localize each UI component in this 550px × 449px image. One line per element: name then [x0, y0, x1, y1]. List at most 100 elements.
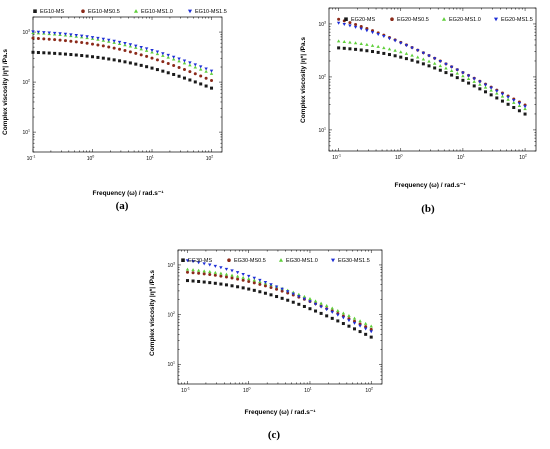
data-point	[269, 283, 273, 287]
data-point	[280, 287, 284, 291]
data-point	[185, 267, 190, 271]
data-point	[364, 325, 368, 329]
data-point	[145, 54, 149, 58]
data-point	[478, 80, 482, 84]
data-point	[427, 54, 431, 58]
data-point	[319, 311, 323, 315]
chart-panel-c: 10-1 100 101 102 101 102 103 Frequency (ω) / ra…	[149, 249, 383, 441]
data-point	[208, 273, 212, 277]
data-point	[69, 39, 73, 43]
y-axis-title: Complex viscosity |η*| /Pa.s	[2, 49, 9, 135]
data-point	[36, 36, 40, 40]
data-point	[387, 53, 391, 57]
data-point	[348, 47, 352, 51]
data-point	[182, 59, 187, 63]
data-point	[58, 52, 62, 56]
data-point	[191, 271, 195, 275]
data-point	[382, 51, 386, 55]
data-point	[252, 288, 256, 292]
data-point	[224, 267, 229, 271]
data-point	[85, 41, 89, 45]
data-point	[449, 69, 454, 73]
data-point	[247, 287, 251, 291]
x-tick-label: 101	[304, 387, 312, 395]
data-point	[202, 269, 206, 273]
data-point	[365, 49, 369, 53]
panel-label: (b)	[421, 203, 435, 215]
data-point	[134, 44, 138, 48]
data-point	[210, 79, 214, 83]
data-point	[128, 61, 132, 65]
data-point	[208, 281, 212, 285]
y-tick-label: 103	[167, 261, 175, 269]
data-point	[472, 77, 476, 81]
data-point	[500, 92, 505, 96]
data-point	[364, 332, 368, 336]
legend-marker	[441, 17, 447, 21]
data-point	[31, 50, 35, 54]
data-point	[370, 31, 375, 35]
data-point	[421, 57, 426, 61]
data-point	[198, 67, 203, 71]
data-point	[324, 304, 329, 308]
data-point	[90, 36, 95, 40]
data-point	[376, 44, 380, 48]
data-point	[161, 69, 165, 73]
data-point	[219, 282, 223, 286]
data-point	[358, 324, 362, 328]
plot-frame	[177, 249, 383, 385]
data-point	[247, 280, 251, 284]
y-axis-title: Complex viscosity |η*| /Pa.s	[300, 37, 307, 123]
data-point	[171, 57, 176, 61]
data-point	[247, 274, 251, 278]
data-point	[252, 281, 256, 285]
x-tick-label: 102	[365, 387, 373, 395]
data-point	[193, 63, 198, 67]
data-point	[112, 46, 116, 50]
data-point	[449, 65, 454, 69]
data-point	[308, 307, 312, 311]
data-point	[185, 279, 189, 283]
data-point	[224, 275, 228, 279]
data-point	[188, 70, 192, 74]
data-point	[444, 62, 448, 66]
data-point	[348, 40, 352, 44]
x-axis-title: Frequency (ω) / rad.s⁻¹	[394, 182, 465, 189]
data-point	[269, 286, 273, 290]
data-point	[359, 42, 363, 46]
legend-entry: EG30-MS	[188, 258, 212, 264]
data-point	[358, 330, 362, 334]
data-point	[235, 271, 240, 275]
data-point	[455, 71, 459, 75]
data-point	[365, 27, 369, 31]
data-point	[512, 98, 516, 102]
data-point	[107, 38, 111, 42]
data-point	[145, 65, 149, 69]
data-point	[348, 24, 352, 28]
data-point	[177, 74, 181, 78]
data-point	[236, 285, 240, 289]
legend-marker	[344, 17, 348, 21]
data-point	[438, 60, 443, 64]
data-point	[224, 272, 229, 276]
series-EG30-MS1.0	[185, 267, 373, 328]
data-point	[500, 99, 504, 103]
data-point	[478, 87, 482, 91]
legend-marker	[33, 9, 37, 13]
data-point	[208, 263, 212, 267]
y-tick-label: 103	[22, 29, 30, 37]
data-point	[410, 58, 414, 62]
data-point	[123, 42, 127, 46]
data-point	[219, 271, 223, 275]
data-point	[155, 68, 159, 72]
data-point	[241, 275, 245, 279]
data-point	[47, 31, 51, 35]
data-point	[478, 82, 482, 86]
data-point	[96, 43, 100, 47]
data-point	[399, 41, 403, 45]
series-EG30-MS1.5	[185, 259, 373, 334]
x-tick-label: 10-1	[181, 387, 190, 395]
data-point	[191, 260, 195, 264]
data-point	[336, 313, 340, 317]
data-point	[359, 27, 363, 31]
